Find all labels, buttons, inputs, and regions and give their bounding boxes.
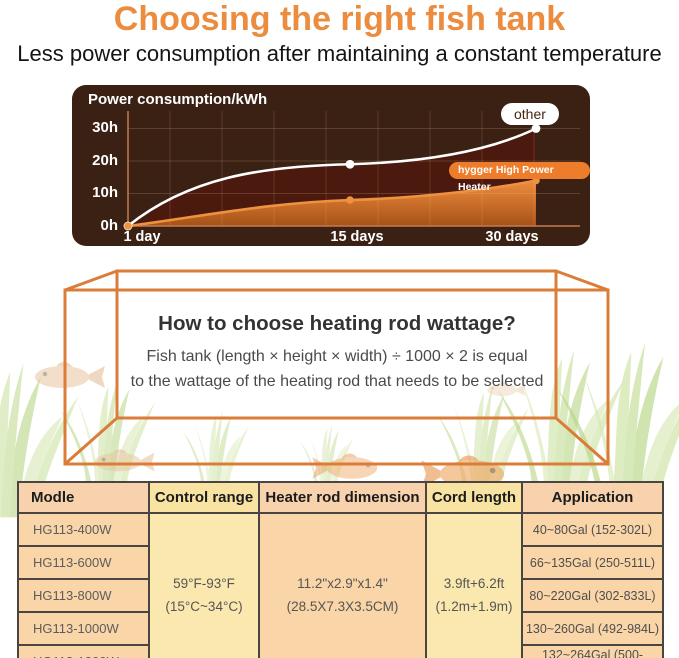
model-cell: HG113-600W [17, 545, 150, 580]
x-label-15-days: 15 days [330, 229, 384, 245]
page-subtitle: Less power consumption after maintaining… [17, 41, 662, 66]
model-cell: HG113-800W [17, 578, 150, 613]
rod-dimension-cell: 11.2"x2.9"x1.4" (28.5X7.3X3.5CM) [258, 512, 427, 658]
header-rod-dimension: Heater rod dimension [258, 481, 427, 514]
table-row: HG113-1200W 132~264Gal (500-1000L) [17, 644, 664, 658]
application-cell: 80~220Gal (302-833L) [521, 578, 664, 613]
y-tick-10h: 10h [92, 184, 118, 201]
model-cell: HG113-1200W [17, 644, 150, 658]
page-title: Choosing the right fish tank [113, 0, 566, 38]
application-cell: 40~80Gal (152-302L) [521, 512, 664, 547]
legend-pill-hygger: hygger High Power Heater [449, 162, 590, 193]
legend-pill-other: other [501, 103, 559, 125]
table-row: HG113-400W 59°F-93°F (15°C~34°C) 11.2"x2… [17, 512, 664, 658]
model-cell: HG113-1000W [17, 611, 150, 646]
wattage-formula-block: How to choose heating rod wattage? Fish … [66, 312, 608, 395]
application-cell: 66~135Gal (250-511L) [521, 545, 664, 580]
heater-spec-table: Modle Control range Heater rod dimension… [17, 481, 664, 658]
application-cell: 130~260Gal (492-984L) [521, 611, 664, 646]
header-control-range: Control range [148, 481, 260, 514]
y-tick-30h: 30h [92, 119, 118, 136]
wattage-formula-line1: Fish tank (length × height × width) ÷ 10… [146, 348, 528, 365]
control-range-cell: 59°F-93°F (15°C~34°C) [148, 512, 260, 658]
chart-title: Power consumption/kWh [88, 91, 268, 108]
header-cord-length: Cord length [425, 481, 523, 514]
table-row: HG113-600W 66~135Gal (250-511L) [17, 545, 664, 580]
table-row: HG113-1000W 130~260Gal (492-984L) [17, 611, 664, 646]
power-consumption-chart: Power consumption/kWh 30h 20h 10h 0h 1 d… [72, 85, 590, 246]
wattage-heading: How to choose heating rod wattage? [158, 312, 516, 335]
y-tick-0h: 0h [100, 217, 118, 234]
table-row: HG113-800W 80~220Gal (302-833L) [17, 578, 664, 613]
application-cell: 132~264Gal (500-1000L) [521, 644, 664, 658]
header-application: Application [521, 481, 664, 514]
table-header-row: Modle Control range Heater rod dimension… [17, 481, 664, 514]
x-label-30-days: 30 days [485, 229, 539, 245]
wattage-formula-line2: to the wattage of the heating rod that n… [130, 372, 544, 390]
x-label-1-day: 1 day [123, 229, 161, 245]
y-tick-20h: 20h [92, 152, 118, 169]
header-model: Modle [17, 481, 150, 514]
cord-length-cell: 3.9ft+6.2ft (1.2m+1.9m) [425, 512, 523, 658]
model-cell: HG113-400W [17, 512, 150, 547]
chart-plot-area [123, 111, 580, 231]
